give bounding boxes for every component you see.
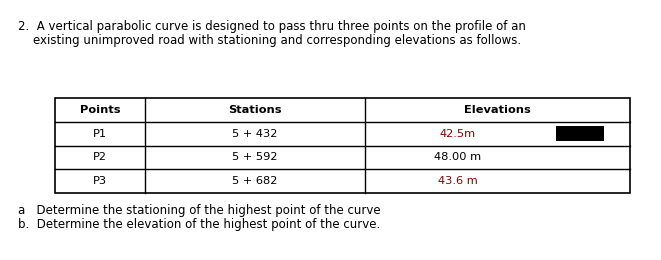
Text: Stations: Stations <box>228 105 282 115</box>
Text: P3: P3 <box>93 176 107 186</box>
Text: P2: P2 <box>93 152 107 162</box>
Text: existing unimproved road with stationing and corresponding elevations as follows: existing unimproved road with stationing… <box>18 34 521 47</box>
Text: 48.00 m: 48.00 m <box>434 152 481 162</box>
Text: Points: Points <box>80 105 120 115</box>
Text: 5 + 682: 5 + 682 <box>232 176 278 186</box>
Bar <box>556 126 603 141</box>
Text: 5 + 592: 5 + 592 <box>232 152 278 162</box>
Text: Elevations: Elevations <box>464 105 531 115</box>
Text: 42.5m: 42.5m <box>440 129 476 139</box>
Bar <box>55 98 630 193</box>
Text: P1: P1 <box>93 129 107 139</box>
Text: 43.6 m: 43.6 m <box>438 176 478 186</box>
Text: b.  Determine the elevation of the highest point of the curve.: b. Determine the elevation of the highes… <box>18 218 380 231</box>
Text: a   Determine the stationing of the highest point of the curve: a Determine the stationing of the highes… <box>18 204 381 217</box>
Text: 5 + 432: 5 + 432 <box>232 129 278 139</box>
Text: 2.  A vertical parabolic curve is designed to pass thru three points on the prof: 2. A vertical parabolic curve is designe… <box>18 20 526 33</box>
